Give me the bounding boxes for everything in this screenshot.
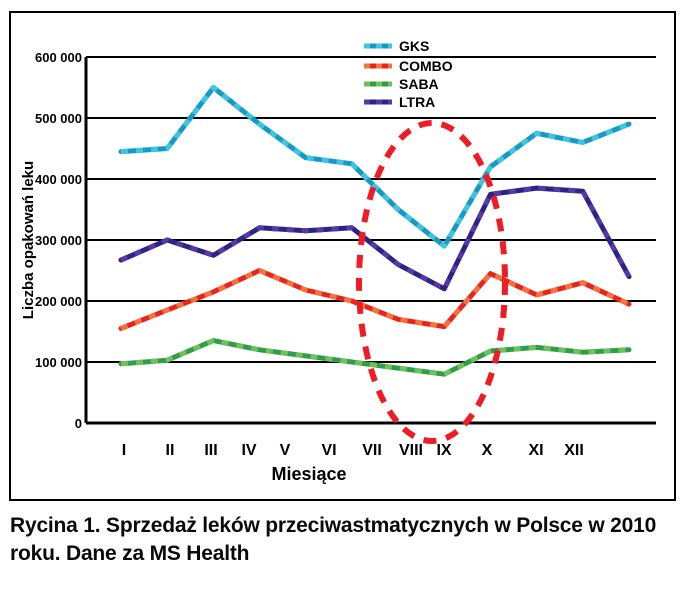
x-axis-title: Miesiące — [271, 464, 346, 484]
x-tick-label: IV — [241, 442, 256, 459]
y-tick-label: 400 000 — [35, 172, 82, 187]
legend-item-saba: SABA — [364, 76, 439, 92]
y-tick-label: 300 000 — [35, 233, 82, 248]
x-tick-label: IX — [436, 442, 451, 459]
x-tick-label: XII — [564, 442, 584, 459]
x-tick-label: VIII — [399, 442, 423, 459]
legend-label: GKS — [399, 38, 429, 54]
series-line-dash — [120, 85, 630, 249]
x-tick-label: V — [280, 442, 291, 459]
y-tick-label: 600 000 — [35, 50, 82, 65]
x-tick-label: VI — [321, 442, 336, 459]
y-tick-labels: 0 100 000 200 000 300 000 400 000 500 000 600 … — [35, 50, 82, 431]
x-tick-label: I — [122, 442, 126, 459]
y-tick-label: 100 000 — [35, 355, 82, 370]
figure-caption: Rycina 1. Sprzedaż leków przeciwastmatyc… — [10, 514, 657, 565]
x-tick-label: III — [204, 442, 217, 459]
series-line-dash — [120, 338, 630, 377]
asthma-drug-sales-line-chart: 0 100 000 200 000 300 000 400 000 500 000 600 … — [20, 38, 656, 484]
series-ltra — [118, 185, 632, 292]
x-tick-label: II — [166, 442, 175, 459]
series-combo — [118, 268, 632, 331]
legend-item-combo: COMBO — [364, 58, 453, 74]
y-tick-label: 200 000 — [35, 294, 82, 309]
figure-frame: 0 100 000 200 000 300 000 400 000 500 000 600 … — [9, 11, 676, 501]
legend-label: LTRA — [399, 94, 435, 110]
y-tick-label: 0 — [75, 416, 82, 431]
series-line-dash — [120, 185, 632, 292]
x-tick-label: X — [482, 442, 493, 459]
legend-item-ltra: LTRA — [364, 94, 435, 110]
series-gks — [118, 85, 632, 249]
legend-label: COMBO — [399, 58, 453, 74]
series-line — [118, 185, 632, 292]
y-axis-title: Liczba opakowań leku — [20, 161, 37, 319]
legend-label: SABA — [399, 76, 439, 92]
series-saba — [118, 338, 632, 377]
series-line-dash — [120, 268, 631, 331]
x-tick-label: XI — [528, 442, 543, 459]
y-tick-label: 500 000 — [35, 111, 82, 126]
x-tick-label: VII — [362, 442, 382, 459]
legend-item-gks: GKS — [364, 38, 429, 54]
legend: GKS COMBO SABA LTRA — [364, 38, 453, 110]
highlight-ellipse-annotation — [356, 120, 508, 444]
x-tick-labels: I II III IV V VI VII VIII IX X XI XII — [122, 442, 584, 459]
